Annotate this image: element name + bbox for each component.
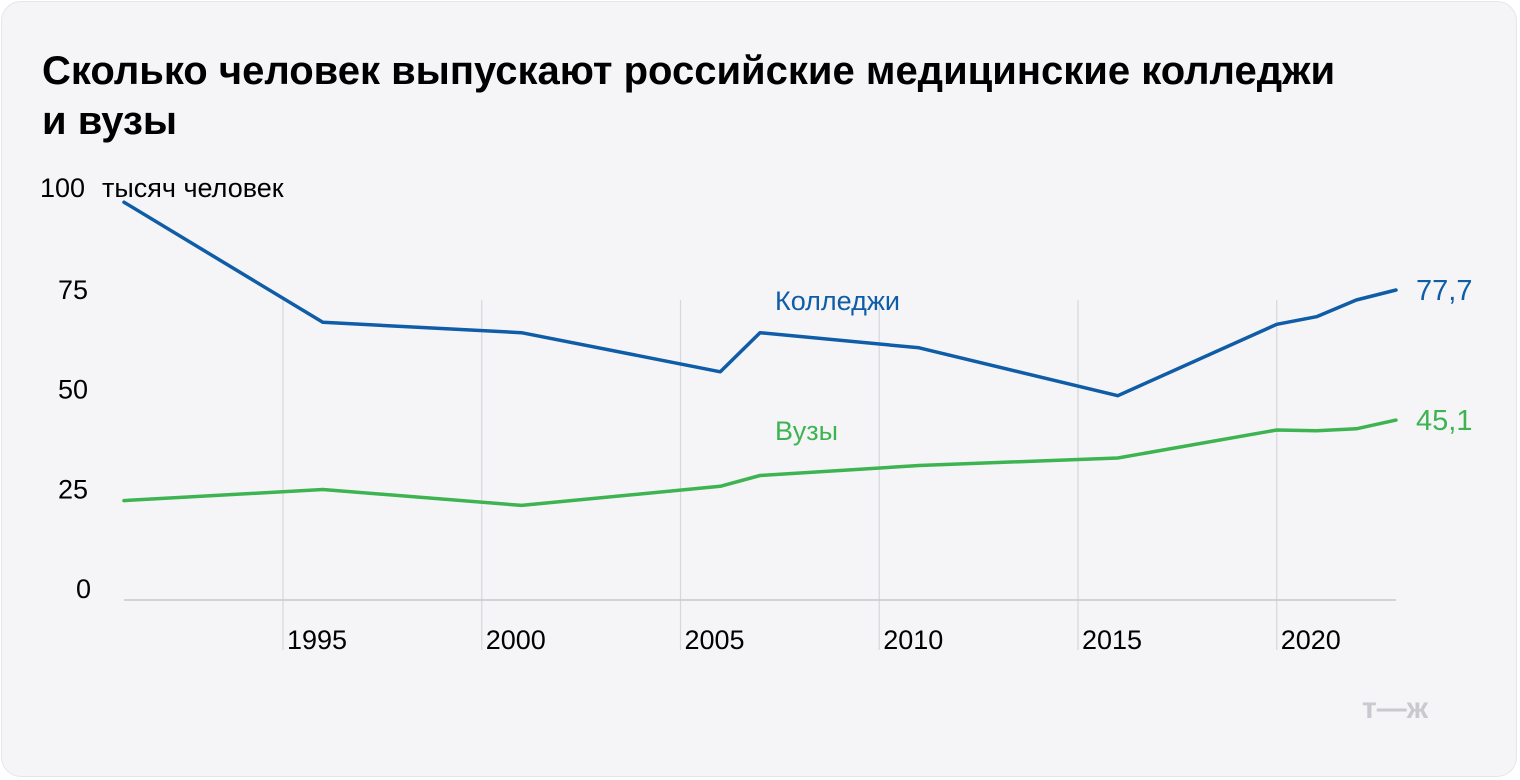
x-tick-label-2005: 2005 [685,625,745,655]
x-axis: 1995 2000 2005 2010 2015 2020 [287,625,1341,655]
x-tick-label-2000: 2000 [486,625,546,655]
gridlines [282,300,1278,650]
series-label-colleges: Колледжи [775,286,900,316]
y-tick-label-50: 50 [58,375,88,405]
series-lines: Колледжи 77,7 Вузы 45,1 [122,200,1472,508]
chart-title: Сколько человек выпускают российские мед… [42,49,1336,143]
x-tick-label-2015: 2015 [1082,625,1142,655]
x-tick-label-1995: 1995 [287,625,347,655]
y-axis-unit-label: тысяч человек [102,173,284,203]
y-axis: 100 75 50 25 0 тысяч человек [40,173,284,604]
y-tick-label-0: 0 [76,574,91,604]
end-value-label-universities: 45,1 [1416,405,1472,437]
series-label-universities: Вузы [775,416,838,446]
series-line-colleges [122,200,1398,398]
series-line-universities [122,418,1398,508]
logo: т—ж [1362,692,1429,725]
y-tick-label-25: 25 [58,474,88,504]
y-tick-label-75: 75 [58,275,88,305]
end-value-label-colleges: 77,7 [1416,275,1472,307]
x-tick-label-2010: 2010 [883,625,943,655]
x-tick-label-2020: 2020 [1281,625,1341,655]
y-tick-label-100: 100 [40,173,85,203]
